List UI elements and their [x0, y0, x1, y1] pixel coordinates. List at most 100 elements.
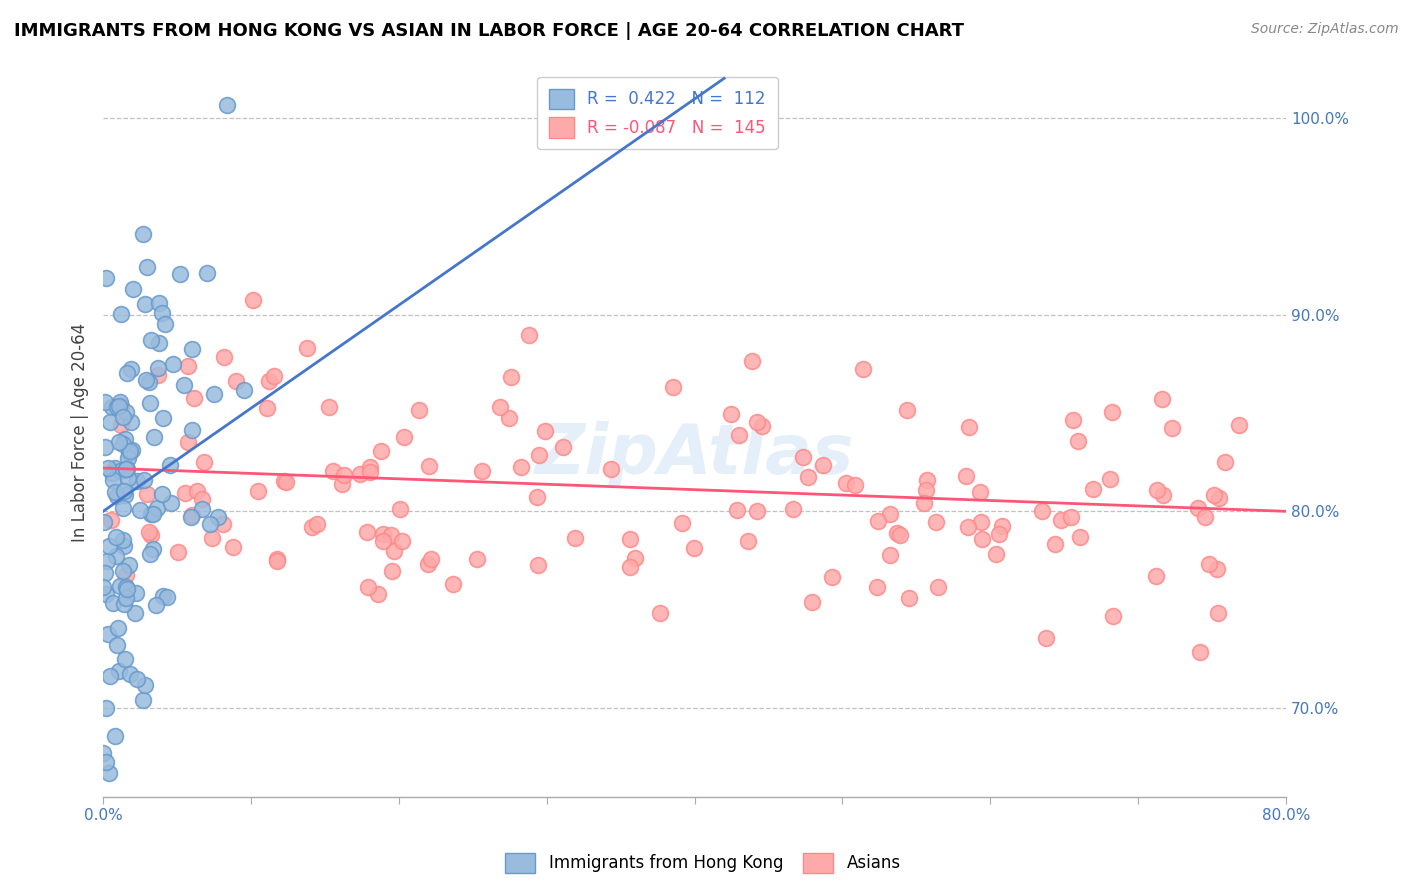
Point — [297, 341, 319, 355]
Point — [471, 464, 494, 478]
Point — [1062, 412, 1084, 426]
Point — [118, 446, 141, 460]
Point — [359, 465, 381, 479]
Point — [94, 441, 117, 455]
Point — [93, 516, 115, 530]
Point — [273, 474, 295, 488]
Point — [624, 551, 647, 566]
Point — [100, 467, 122, 481]
Point — [110, 395, 132, 409]
Point — [143, 430, 166, 444]
Point — [1187, 501, 1209, 516]
Point — [105, 530, 128, 544]
Point — [115, 591, 138, 605]
Point — [201, 531, 224, 545]
Point — [93, 580, 115, 594]
Point — [107, 621, 129, 635]
Point — [94, 394, 117, 409]
Point — [889, 528, 911, 542]
Point — [108, 434, 131, 449]
Point — [105, 489, 128, 503]
Point — [380, 528, 402, 542]
Point — [720, 407, 742, 421]
Point — [191, 502, 214, 516]
Point — [266, 554, 288, 568]
Point — [110, 418, 132, 433]
Point — [108, 664, 131, 678]
Point — [139, 547, 162, 561]
Point — [142, 542, 165, 557]
Point — [333, 468, 356, 483]
Point — [129, 503, 152, 517]
Point — [160, 495, 183, 509]
Text: IMMIGRANTS FROM HONG KONG VS ASIAN IN LABOR FORCE | AGE 20-64 CORRELATION CHART: IMMIGRANTS FROM HONG KONG VS ASIAN IN LA… — [14, 22, 965, 40]
Point — [835, 476, 858, 491]
Point — [181, 343, 204, 357]
Point — [96, 554, 118, 568]
Point — [115, 462, 138, 476]
Point — [1035, 631, 1057, 645]
Point — [125, 474, 148, 488]
Point — [1049, 513, 1071, 527]
Point — [138, 375, 160, 389]
Point — [97, 539, 120, 553]
Point — [357, 580, 380, 594]
Point — [111, 500, 134, 515]
Point — [104, 549, 127, 563]
Point — [866, 580, 889, 594]
Point — [111, 437, 134, 451]
Point — [517, 328, 540, 343]
Point — [800, 595, 823, 609]
Point — [222, 540, 245, 554]
Point — [266, 552, 288, 566]
Point — [101, 596, 124, 610]
Point — [1102, 608, 1125, 623]
Point — [741, 354, 763, 368]
Point — [1208, 491, 1230, 505]
Point — [371, 526, 394, 541]
Point — [1189, 645, 1212, 659]
Point — [115, 367, 138, 381]
Point — [115, 582, 138, 596]
Point — [1060, 510, 1083, 524]
Point — [202, 387, 225, 401]
Point — [1144, 568, 1167, 582]
Point — [389, 501, 412, 516]
Point — [94, 755, 117, 769]
Point — [527, 448, 550, 462]
Point — [139, 528, 162, 542]
Point — [162, 357, 184, 371]
Point — [242, 293, 264, 307]
Point — [101, 473, 124, 487]
Point — [501, 370, 523, 384]
Point — [207, 510, 229, 524]
Point — [419, 551, 441, 566]
Point — [1067, 434, 1090, 448]
Point — [600, 462, 623, 476]
Point — [370, 443, 392, 458]
Point — [98, 415, 121, 429]
Point — [183, 391, 205, 405]
Point — [114, 568, 136, 582]
Point — [148, 336, 170, 351]
Point — [1194, 509, 1216, 524]
Point — [727, 428, 749, 442]
Point — [751, 419, 773, 434]
Point — [111, 564, 134, 578]
Point — [661, 380, 683, 394]
Point — [233, 383, 256, 397]
Point — [132, 227, 155, 241]
Point — [392, 430, 415, 444]
Point — [915, 473, 938, 487]
Point — [821, 570, 844, 584]
Point — [114, 539, 136, 553]
Point — [114, 488, 136, 502]
Point — [177, 359, 200, 374]
Point — [1204, 488, 1226, 502]
Point — [104, 729, 127, 743]
Point — [112, 410, 135, 425]
Point — [93, 566, 115, 580]
Point — [381, 564, 404, 578]
Legend: Immigrants from Hong Kong, Asians: Immigrants from Hong Kong, Asians — [499, 847, 907, 880]
Point — [1198, 558, 1220, 572]
